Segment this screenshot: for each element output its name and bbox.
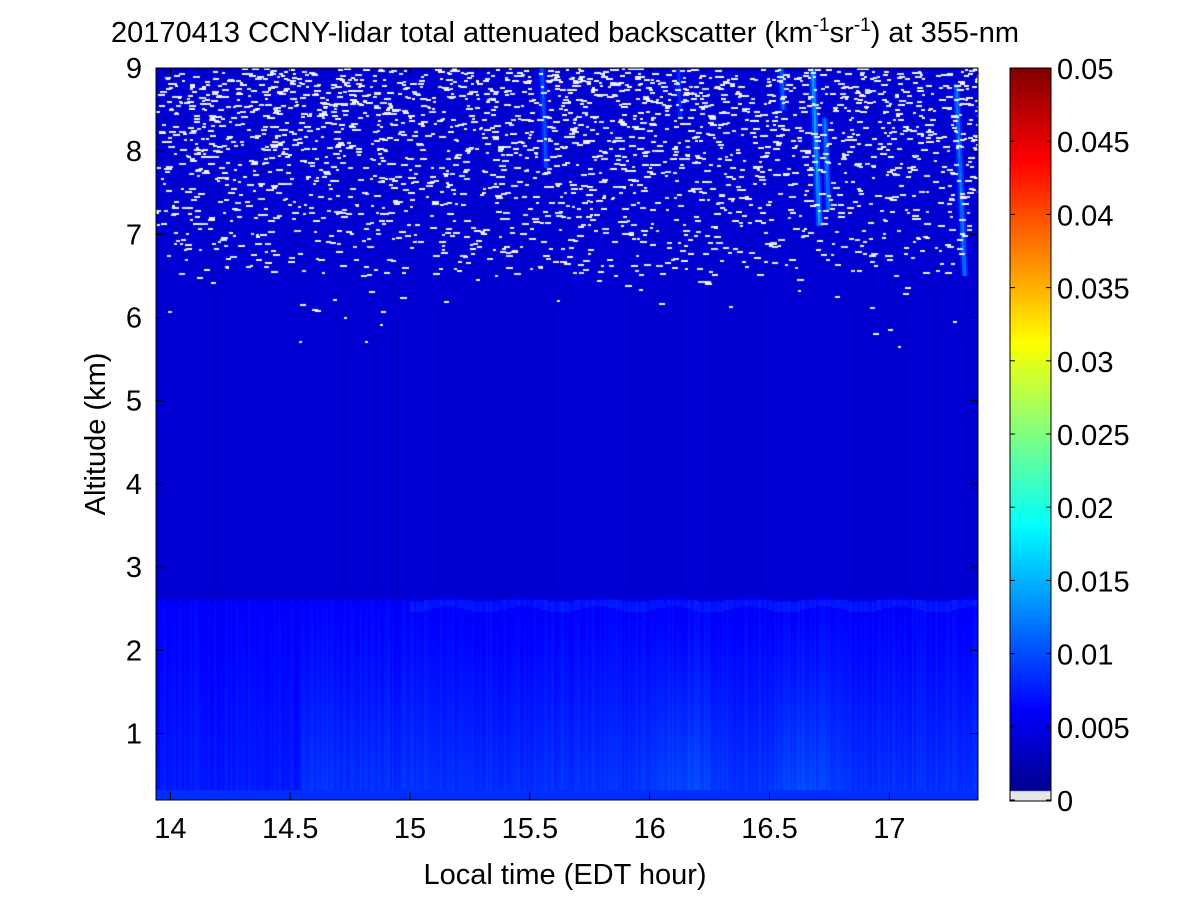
chart-title: 20170413 CCNY-lidar total attenuated bac…: [111, 15, 1019, 49]
y-axis: 1 2 3 4 5 6 7 8 9: [126, 53, 978, 750]
plot-frame: [155, 67, 979, 801]
colorbar-tick-label: 0.05: [1057, 54, 1113, 86]
x-tick-label: 17: [873, 813, 905, 845]
plot-area: 14 14.5 15 15.5 16 16.5 17 1 2 3 4 5 6 7 8 9: [126, 53, 979, 845]
x-tick-label: 15.5: [502, 813, 558, 845]
colorbar-tick-label: 0.03: [1057, 347, 1113, 379]
y-tick-label: 6: [126, 303, 142, 335]
colorbar-tick-label: 0.04: [1057, 200, 1113, 232]
colorbar-tick-label: 0.01: [1057, 640, 1113, 672]
y-tick-label: 5: [126, 386, 142, 418]
y-tick-label: 1: [126, 718, 142, 750]
colorbar-tick-label: 0.025: [1057, 420, 1130, 452]
colorbar-tick-label: 0.015: [1057, 566, 1130, 598]
colorbar-gradient: [1010, 68, 1051, 801]
y-axis-label: Altitude (km): [80, 353, 112, 516]
y-tick-label: 4: [126, 469, 142, 501]
x-axis: 14 14.5 15 15.5 16 16.5 17: [154, 68, 905, 845]
heatmap-image: [156, 68, 978, 800]
y-tick-label: 7: [126, 219, 142, 251]
y-tick-label: 3: [126, 552, 142, 584]
colorbar-tick-label: 0.045: [1057, 127, 1130, 159]
x-tick-label: 16: [634, 813, 666, 845]
x-axis-label: Local time (EDT hour): [423, 859, 706, 891]
colorbar-tick-label: 0: [1057, 786, 1073, 818]
x-tick-label: 14.5: [262, 813, 318, 845]
colorbar-tick-label: 0.035: [1057, 274, 1130, 306]
y-tick-label: 9: [126, 53, 142, 85]
x-tick-label: 15: [394, 813, 426, 845]
colorbar-ticks: 0 0.005 0.01 0.015 0.02 0.025 0.03 0.035 0.04 0.0…: [1010, 54, 1130, 818]
colorbar: 0 0.005 0.01 0.015 0.02 0.025 0.03 0.035 0.04 0.0…: [1009, 54, 1130, 818]
x-tick-label: 16.5: [741, 813, 797, 845]
y-tick-label: 8: [126, 136, 142, 168]
x-tick-label: 14: [154, 813, 186, 845]
y-tick-label: 2: [126, 635, 142, 667]
colorbar-tick-label: 0.02: [1057, 493, 1113, 525]
colorbar-tick-label: 0.005: [1057, 713, 1130, 745]
